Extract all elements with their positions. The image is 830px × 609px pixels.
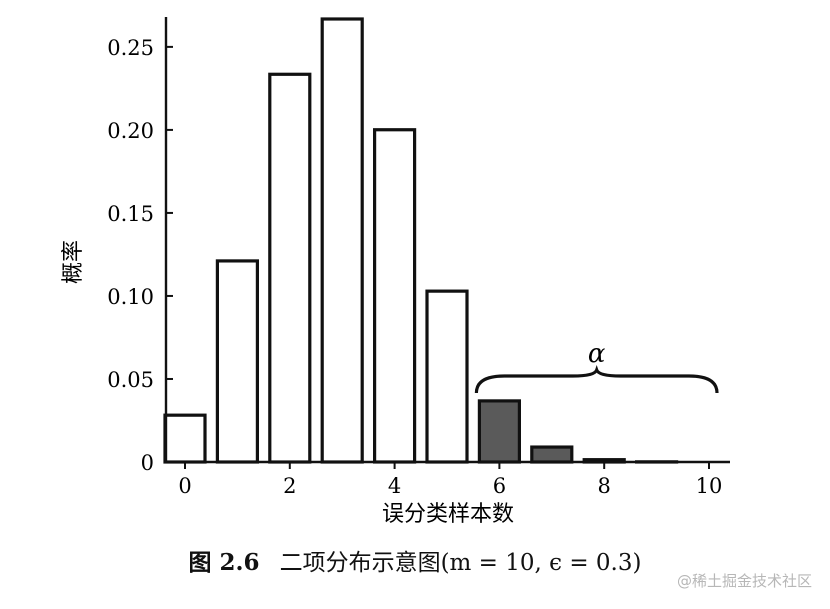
bar-5 [425,289,469,464]
y-tick-label: 0 [141,451,154,475]
figure-caption-text: 二项分布示意图(m = 10, ϵ = 0.3) [279,550,642,576]
figure-caption: 图 2.6 二项分布示意图(m = 10, ϵ = 0.3) [0,543,830,577]
x-axis-label: 误分类样本数 [382,502,514,527]
bar-1 [215,259,259,464]
y-tick-label: 0.25 [107,36,154,60]
x-tick-label: 6 [493,474,506,498]
y-tick-label: 0.15 [107,202,154,226]
x-tick-label: 2 [283,474,296,498]
bar-2 [268,72,312,464]
bar-0 [163,413,207,464]
y-tick-label: 0.20 [107,119,154,143]
alpha-annotation: α [588,339,606,369]
bars-group [163,17,679,464]
binomial-distribution-chart: 0 0.05 0.10 0.15 0.20 0.25 0 2 4 6 8 10 α 概率 误分类样本… [61,17,730,527]
y-tick-label: 0.05 [107,368,154,392]
y-tick-label: 0.10 [107,285,154,309]
x-ticks-group: 0 2 4 6 8 10 [178,462,722,498]
x-tick-label: 8 [598,474,611,498]
x-tick-label: 0 [178,474,191,498]
bar-4 [373,128,417,464]
bar-6 [477,399,521,464]
bar-7 [530,445,574,464]
alpha-brace [474,364,719,394]
x-tick-label: 4 [388,474,401,498]
axes-group [164,17,730,464]
figure-number: 图 2.6 [188,549,260,576]
x-tick-label: 10 [696,474,723,498]
bar-3 [320,17,364,464]
y-ticks-group: 0 0.05 0.10 0.15 0.20 0.25 [107,36,173,475]
y-axis-label: 概率 [61,240,86,284]
watermark: @稀土掘金技术社区 [676,572,812,590]
